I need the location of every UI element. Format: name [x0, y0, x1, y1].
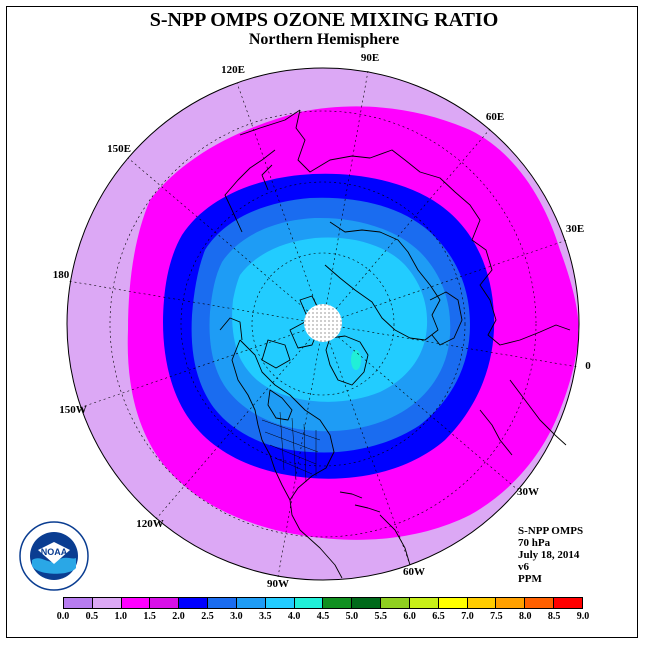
lon-label-90e: 90E	[360, 52, 380, 64]
colorbar-tick-label: 6.5	[432, 611, 445, 622]
colorbar-segment	[381, 598, 410, 608]
colorbar-tick-label: 3.0	[230, 611, 243, 622]
lon-label-30w: 30W	[517, 486, 539, 498]
lon-label-150w: 150W	[59, 404, 87, 416]
colorbar-tick-label: 5.0	[345, 611, 359, 622]
colorbar-tick-label: 9.0	[576, 611, 590, 622]
colorbar-segment	[179, 598, 209, 608]
colorbar-tick-label: 4.5	[316, 611, 330, 622]
figure-subtitle: Northern Hemisphere	[248, 31, 400, 48]
colorbar-segment	[438, 598, 468, 608]
colorbar-tick-label: 0.0	[56, 611, 70, 622]
lon-label-90w: 90W	[267, 578, 289, 590]
info-level: 70 hPa	[518, 537, 551, 549]
colorbar-segment	[409, 598, 439, 608]
lon-label-60e: 60E	[485, 111, 505, 123]
meridians	[67, 70, 579, 578]
colorbar-segment	[496, 598, 526, 608]
colorbar-tick-label: 1.0	[114, 611, 128, 622]
colorbar-segment	[236, 598, 266, 608]
colorbar-segment	[208, 598, 237, 608]
noaa-logo: NOAA	[19, 521, 89, 591]
lon-label-180: 180	[52, 269, 70, 281]
lon-label-30e: 30E	[565, 223, 585, 235]
colorbar-tick-label: 8.0	[518, 611, 532, 622]
lon-label-150e: 150E	[107, 143, 131, 155]
colorbar-ticks: 0.0 0.5 1.0 1.5 2.0 2.5 3.0 3.5 4.0 4.5 5.0 5.5 6.0 6…	[57, 611, 590, 625]
latitude-circles	[109, 110, 537, 538]
info-units: PPM	[518, 573, 542, 585]
colorbar-segment	[150, 598, 180, 608]
colorbar-tick-label: 4.0	[287, 611, 301, 622]
info-version: v6	[518, 561, 529, 573]
colorbar-tick-label: 2.5	[201, 611, 214, 622]
coastlines	[219, 109, 571, 579]
ozone-band-3-5-4-0	[351, 350, 361, 370]
colorbar-segment	[352, 598, 382, 608]
lon-label-0: 0	[585, 360, 591, 372]
colorbar-tick-label: 7.5	[490, 611, 503, 622]
info-block: S-NPP OMPS 70 hPa July 18, 2014 v6 PPM	[518, 525, 583, 585]
colorbar-tick-label: 8.5	[547, 611, 561, 622]
colorbar-tick-label: 6.0	[403, 611, 416, 622]
lon-label-60w: 60W	[403, 566, 425, 578]
lon-label-120e: 120E	[221, 64, 245, 76]
figure-title: S-NPP OMPS OZONE MIXING RATIO	[149, 9, 499, 31]
colorbar-segment	[525, 598, 555, 608]
colorbar-tick-label: 7.0	[461, 611, 474, 622]
lon-label-120w: 120W	[136, 518, 164, 530]
state-boundaries	[261, 411, 321, 483]
info-instrument: S-NPP OMPS	[518, 525, 584, 537]
colorbar	[63, 597, 583, 609]
colorbar-segment	[121, 598, 151, 608]
info-date: July 18, 2014	[518, 549, 580, 561]
colorbar-segment	[467, 598, 497, 608]
colorbar-tick-label: 2.0	[172, 611, 185, 622]
colorbar-segment	[294, 598, 324, 608]
colorbar-segment	[554, 598, 582, 608]
polar-no-data-cap	[304, 304, 342, 342]
colorbar-tick-label: 5.5	[374, 611, 388, 622]
logo-text: NOAA	[41, 547, 68, 557]
map-boundary	[66, 67, 580, 581]
colorbar-tick-label: 1.5	[143, 611, 156, 622]
colorbar-segment	[64, 598, 93, 608]
colorbar-segment	[92, 598, 122, 608]
colorbar-segment	[265, 598, 295, 608]
colorbar-tick-label: 0.5	[85, 611, 99, 622]
colorbar-segment	[323, 598, 353, 608]
colorbar-tick-label: 3.5	[258, 611, 272, 622]
